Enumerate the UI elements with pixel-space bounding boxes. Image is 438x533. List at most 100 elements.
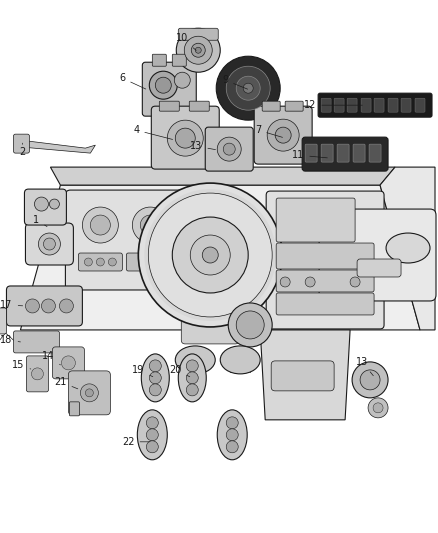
Circle shape xyxy=(43,238,56,250)
FancyBboxPatch shape xyxy=(388,98,398,112)
FancyBboxPatch shape xyxy=(276,198,355,242)
FancyBboxPatch shape xyxy=(53,347,85,379)
Circle shape xyxy=(81,384,99,402)
FancyBboxPatch shape xyxy=(319,209,436,301)
Text: 15: 15 xyxy=(12,360,31,370)
Text: 7: 7 xyxy=(255,125,283,138)
Circle shape xyxy=(146,417,158,429)
Ellipse shape xyxy=(386,233,430,263)
Circle shape xyxy=(186,360,198,372)
Circle shape xyxy=(172,217,248,293)
FancyBboxPatch shape xyxy=(285,101,303,111)
Circle shape xyxy=(216,56,280,120)
Text: 17: 17 xyxy=(0,300,23,310)
Circle shape xyxy=(368,398,388,418)
FancyBboxPatch shape xyxy=(305,144,317,162)
Polygon shape xyxy=(50,167,395,185)
FancyBboxPatch shape xyxy=(142,62,196,116)
Circle shape xyxy=(108,258,117,266)
Circle shape xyxy=(350,277,360,287)
Text: 4: 4 xyxy=(133,125,173,140)
Circle shape xyxy=(167,120,203,156)
FancyBboxPatch shape xyxy=(205,127,253,171)
Circle shape xyxy=(280,277,290,287)
Text: 14: 14 xyxy=(42,351,60,365)
FancyBboxPatch shape xyxy=(152,54,166,66)
Text: 21: 21 xyxy=(54,377,78,389)
FancyBboxPatch shape xyxy=(181,291,239,344)
FancyBboxPatch shape xyxy=(69,402,79,416)
Ellipse shape xyxy=(178,354,206,402)
Circle shape xyxy=(149,360,161,372)
FancyBboxPatch shape xyxy=(347,98,357,112)
FancyBboxPatch shape xyxy=(14,331,60,353)
FancyBboxPatch shape xyxy=(276,243,374,269)
Circle shape xyxy=(223,143,235,155)
FancyBboxPatch shape xyxy=(159,101,179,111)
Circle shape xyxy=(61,356,75,370)
FancyBboxPatch shape xyxy=(172,54,186,66)
Text: 22: 22 xyxy=(122,437,149,447)
FancyBboxPatch shape xyxy=(321,98,331,112)
Ellipse shape xyxy=(217,410,247,460)
Text: 12: 12 xyxy=(304,100,362,110)
FancyBboxPatch shape xyxy=(78,253,122,271)
Circle shape xyxy=(60,299,74,313)
FancyBboxPatch shape xyxy=(25,189,67,225)
Circle shape xyxy=(190,235,230,275)
Text: 18: 18 xyxy=(0,335,21,345)
FancyBboxPatch shape xyxy=(7,286,82,326)
FancyBboxPatch shape xyxy=(369,144,381,162)
FancyBboxPatch shape xyxy=(266,191,384,329)
Circle shape xyxy=(186,384,198,396)
Circle shape xyxy=(305,277,315,287)
FancyBboxPatch shape xyxy=(353,144,365,162)
Circle shape xyxy=(96,258,104,266)
FancyBboxPatch shape xyxy=(276,270,374,292)
Circle shape xyxy=(174,72,190,88)
Circle shape xyxy=(90,215,110,235)
Circle shape xyxy=(85,389,93,397)
Circle shape xyxy=(184,36,212,64)
FancyBboxPatch shape xyxy=(374,98,384,112)
Circle shape xyxy=(236,76,260,100)
Circle shape xyxy=(202,247,218,263)
FancyBboxPatch shape xyxy=(262,101,280,111)
FancyBboxPatch shape xyxy=(151,106,219,169)
FancyBboxPatch shape xyxy=(25,223,74,265)
Circle shape xyxy=(228,303,272,347)
Circle shape xyxy=(226,66,270,110)
Text: 2: 2 xyxy=(19,143,25,157)
FancyBboxPatch shape xyxy=(178,28,218,41)
Circle shape xyxy=(226,429,238,441)
FancyBboxPatch shape xyxy=(189,101,209,111)
Circle shape xyxy=(186,372,198,384)
Circle shape xyxy=(140,215,160,235)
Circle shape xyxy=(149,384,161,396)
Text: 9: 9 xyxy=(222,75,247,89)
Text: 20: 20 xyxy=(169,365,190,377)
FancyBboxPatch shape xyxy=(276,293,374,315)
Circle shape xyxy=(176,28,220,72)
Circle shape xyxy=(35,197,49,211)
Circle shape xyxy=(226,417,238,429)
Circle shape xyxy=(236,311,264,339)
Text: 6: 6 xyxy=(119,73,146,89)
Ellipse shape xyxy=(175,346,215,374)
Circle shape xyxy=(373,403,383,413)
Circle shape xyxy=(85,258,92,266)
FancyBboxPatch shape xyxy=(302,137,388,171)
FancyBboxPatch shape xyxy=(361,98,371,112)
Polygon shape xyxy=(260,330,350,420)
Circle shape xyxy=(149,372,161,384)
Circle shape xyxy=(82,207,118,243)
FancyBboxPatch shape xyxy=(0,308,7,334)
Circle shape xyxy=(39,233,60,255)
Circle shape xyxy=(195,47,201,53)
FancyBboxPatch shape xyxy=(65,190,185,290)
Circle shape xyxy=(352,362,388,398)
Circle shape xyxy=(275,127,291,143)
FancyBboxPatch shape xyxy=(401,98,411,112)
FancyBboxPatch shape xyxy=(321,144,333,162)
Circle shape xyxy=(155,77,171,93)
